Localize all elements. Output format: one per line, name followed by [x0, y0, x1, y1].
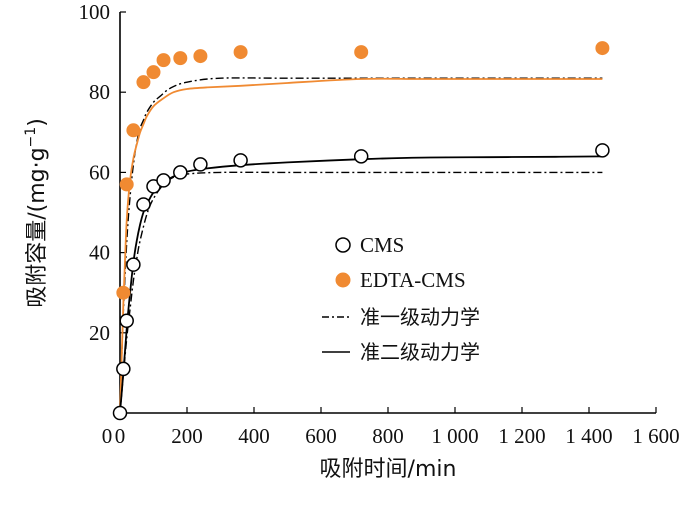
y-tick-label: 20	[89, 321, 110, 345]
edta-cms-data-point	[193, 49, 208, 64]
x-tick-label: 1 400	[565, 424, 612, 448]
x-tick-label: 0	[115, 424, 126, 448]
x-tick-label: 200	[171, 424, 203, 448]
legend-item-pseudo-second-order: 准二级动力学	[322, 340, 480, 364]
legend: CMS EDTA-CMS 准一级动力学 准二级动力学	[322, 233, 480, 364]
x-tick-label: 400	[238, 424, 270, 448]
x-tick-label: 1 600	[632, 424, 679, 448]
edta-cms-data-point	[116, 285, 131, 300]
legend-label-cms: CMS	[360, 233, 404, 257]
axes: 0 200 400 600 800 1 000 1 200 1 400 1 600 0 20 40 60…	[79, 0, 680, 448]
edta-cms-data-point	[173, 51, 188, 66]
cms-data-point	[136, 197, 151, 212]
cms-data-point	[233, 153, 248, 168]
x-tick-label: 600	[305, 424, 337, 448]
cms-data-point	[126, 257, 141, 272]
y-axis-title-close: )	[25, 118, 50, 127]
legend-open-circle-icon	[335, 237, 351, 253]
y-tick-label: 60	[89, 160, 110, 184]
edta-cms-data-point	[119, 177, 134, 192]
x-axis-title: 吸附时间/min	[320, 457, 457, 482]
y-axis-title: 吸附容量/(mg·g−1)	[23, 118, 50, 308]
cms-data-point	[193, 157, 208, 172]
legend-filled-circle-icon	[335, 272, 351, 288]
y-tick-label: 80	[89, 80, 110, 104]
cms-data-point	[112, 405, 128, 421]
y-tick-label: 100	[79, 0, 111, 24]
y-axis-title-main: 吸附容量/(mg·g	[25, 147, 50, 307]
legend-label-pseudo-second-order: 准二级动力学	[360, 340, 480, 364]
data-points	[112, 41, 610, 421]
y-tick-label: 40	[89, 241, 110, 265]
pseudo-first-order-fit-line-1	[119, 171, 603, 414]
legend-label-pseudo-first-order: 准一级动力学	[360, 305, 480, 329]
pseudo-second-order-fit-line-0	[119, 77, 603, 414]
cms-data-point	[119, 313, 134, 329]
x-tick-label: 1 000	[431, 424, 478, 448]
cms-data-point	[353, 149, 369, 164]
cms-data-point	[156, 173, 171, 188]
edta-cms-data-point	[354, 45, 369, 60]
x-tick-label: 800	[372, 424, 404, 448]
x-tick-label: 1 200	[498, 424, 545, 448]
y-axis-title-sup: −1	[23, 127, 39, 148]
legend-label-edta-cms: EDTA-CMS	[360, 268, 466, 292]
edta-cms-data-point	[595, 41, 610, 56]
pseudo-first-order-fit-line-0	[119, 77, 603, 414]
legend-item-edta-cms: EDTA-CMS	[335, 268, 466, 292]
edta-cms-data-point	[146, 65, 161, 80]
edta-cms-data-point	[136, 75, 151, 90]
y-tick-label: 0	[102, 424, 113, 448]
cms-data-point	[116, 361, 131, 377]
cms-data-point	[173, 165, 188, 180]
edta-cms-data-point	[233, 45, 248, 60]
edta-cms-data-point	[156, 53, 171, 68]
cms-data-point	[595, 143, 610, 158]
legend-item-cms: CMS	[335, 233, 404, 257]
edta-cms-data-point	[126, 123, 141, 138]
legend-item-pseudo-first-order: 准一级动力学	[322, 305, 480, 329]
plot-area: 0 200 400 600 800 1 000 1 200 1 400 1 600 0 20 40 60…	[79, 0, 680, 448]
